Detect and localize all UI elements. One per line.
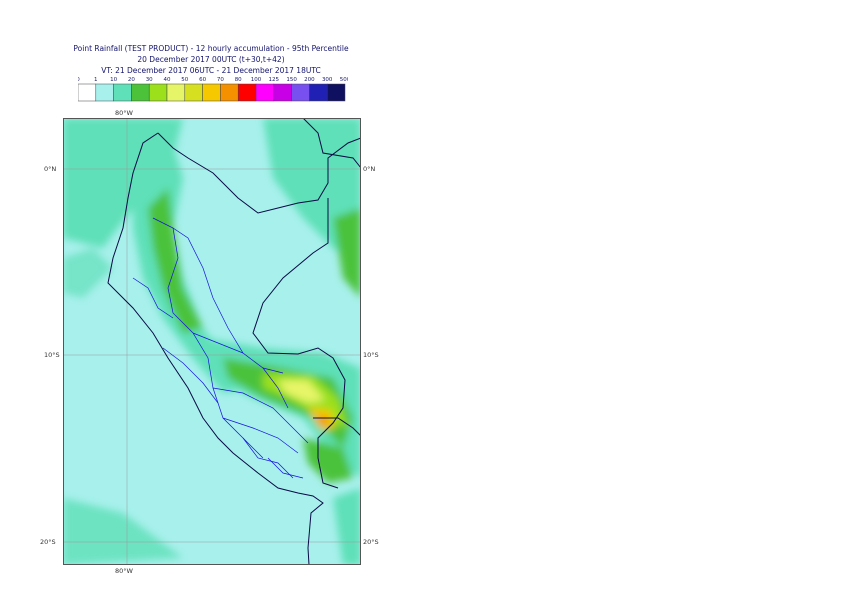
legend-threshold-label: 125 [269, 77, 280, 83]
border-ecuador-colombia [157, 132, 361, 214]
legend-swatch [78, 83, 97, 102]
chart-title: Point Rainfall (TEST PRODUCT) - 12 hourl… [73, 44, 349, 53]
legend-swatch [148, 83, 168, 102]
legend-swatch [309, 83, 328, 102]
rainfall-map [63, 118, 361, 565]
color-legend: 0 1 10 20 30 40 50 60 70 80 100 125 150 200 300 500 [78, 77, 348, 102]
coastline [107, 132, 324, 565]
lon-label-bottom: 80°W [115, 567, 133, 575]
country-borders [107, 118, 361, 565]
legend-threshold-label: 50 [181, 77, 188, 83]
legend-threshold-label: 70 [217, 77, 224, 83]
lat-label-left-20: 20°S [40, 538, 56, 546]
run-time: 20 December 2017 00UTC (t+30,t+42) [137, 55, 285, 64]
lon-label-top: 80°W [115, 109, 133, 117]
legend-threshold-label: 80 [235, 77, 242, 83]
lat-label-right-10: 10°S [363, 351, 379, 359]
legend-swatch [166, 83, 186, 102]
legend-swatch [220, 83, 239, 102]
lat-label-left-0: 0°N [44, 165, 57, 173]
lat-label-right-0: 0°N [363, 165, 376, 173]
region-borders [132, 217, 309, 479]
legend-threshold-label: 30 [146, 77, 153, 83]
lat-label-right-20: 20°S [363, 538, 379, 546]
legend-swatch [131, 83, 150, 102]
legend-swatch [184, 83, 203, 102]
legend-swatch [291, 83, 310, 102]
legend-threshold-label: 300 [322, 77, 333, 83]
legend-swatch [95, 83, 114, 102]
legend-threshold-label: 40 [164, 77, 171, 83]
legend-threshold-label: 1 [94, 77, 98, 83]
legend-threshold-label: 10 [110, 77, 117, 83]
legend-threshold-label: 500 [340, 77, 348, 83]
graticule [63, 118, 361, 565]
legend-threshold-label: 200 [304, 77, 315, 83]
legend-threshold-label: 100 [251, 77, 262, 83]
legend-swatch [113, 83, 132, 102]
legend-swatch [255, 83, 275, 102]
legend-swatch [273, 83, 292, 102]
border-peru-brazil [252, 198, 346, 489]
legend-threshold-label: 20 [128, 77, 135, 83]
legend-swatch [326, 83, 346, 102]
legend-threshold-label: 150 [286, 77, 297, 83]
legend-swatch [237, 83, 257, 102]
lat-label-left-10: 10°S [44, 351, 60, 359]
legend-threshold-label: 0 [78, 77, 80, 83]
legend-swatch [202, 83, 221, 102]
legend-threshold-label: 60 [199, 77, 206, 83]
valid-time: VT: 21 December 2017 06UTC - 21 December… [101, 66, 321, 75]
